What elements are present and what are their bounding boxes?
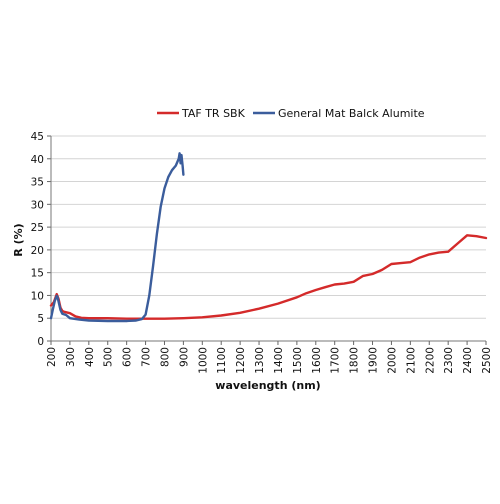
x-tick-label: 1200	[235, 347, 247, 374]
legend: TAF TR SBK General Mat Balck Alumite	[157, 107, 425, 120]
x-tick-label: 1500	[292, 347, 304, 374]
x-tick-label: 1400	[273, 347, 285, 374]
x-tick-label: 1100	[216, 347, 228, 374]
y-tick-label: 40	[31, 154, 44, 166]
y-tick-label: 0	[37, 336, 44, 348]
legend-item-1: TAF TR SBK	[157, 107, 246, 120]
tick-labels: 0 5 10 15 20 25 30 35 40 45 200 300 400 500 600 700 800 9…	[31, 131, 493, 374]
x-tick-label: 1800	[349, 347, 361, 374]
y-tick-label: 30	[31, 199, 44, 211]
legend-item-2: General Mat Balck Alumite	[253, 107, 425, 120]
x-tick-label: 1600	[311, 347, 323, 374]
x-tick-label: 2100	[405, 347, 417, 374]
y-tick-label: 15	[31, 268, 44, 280]
x-tick-label: 500	[103, 347, 115, 367]
series-lines	[49, 152, 488, 323]
x-tick-label: 1300	[254, 347, 266, 374]
legend-label: TAF TR SBK	[181, 107, 246, 120]
x-tick-label: 200	[46, 347, 58, 367]
y-axis-title: R (%)	[12, 223, 25, 256]
x-tick-label: 2200	[424, 347, 436, 374]
y-tick-label: 25	[31, 222, 44, 234]
y-tick-label: 20	[31, 245, 44, 257]
x-tick-label: 900	[178, 347, 190, 367]
x-tick-label: 400	[84, 347, 96, 367]
x-axis-title: wavelength (nm)	[215, 379, 320, 392]
legend-label: General Mat Balck Alumite	[278, 107, 425, 120]
x-tick-label: 2000	[386, 347, 398, 374]
series-line-2	[49, 152, 185, 323]
x-tick-label: 1900	[368, 347, 380, 374]
y-tick-label: 5	[37, 313, 44, 325]
x-tick-label: 2300	[443, 347, 455, 374]
x-tick-label: 2500	[481, 347, 493, 374]
y-tick-label: 45	[31, 131, 44, 143]
x-tick-label: 2400	[462, 347, 474, 374]
y-tick-label: 10	[31, 290, 44, 302]
x-tick-label: 1000	[197, 347, 209, 374]
axes	[47, 135, 487, 345]
x-tick-label: 700	[141, 347, 153, 367]
x-tick-label: 1700	[330, 347, 342, 374]
series-line-1	[49, 234, 488, 320]
gridlines	[51, 135, 486, 319]
x-tick-label: 300	[65, 347, 77, 367]
x-tick-label: 600	[122, 347, 134, 367]
y-tick-label: 35	[31, 177, 44, 189]
x-tick-label: 800	[159, 347, 171, 367]
